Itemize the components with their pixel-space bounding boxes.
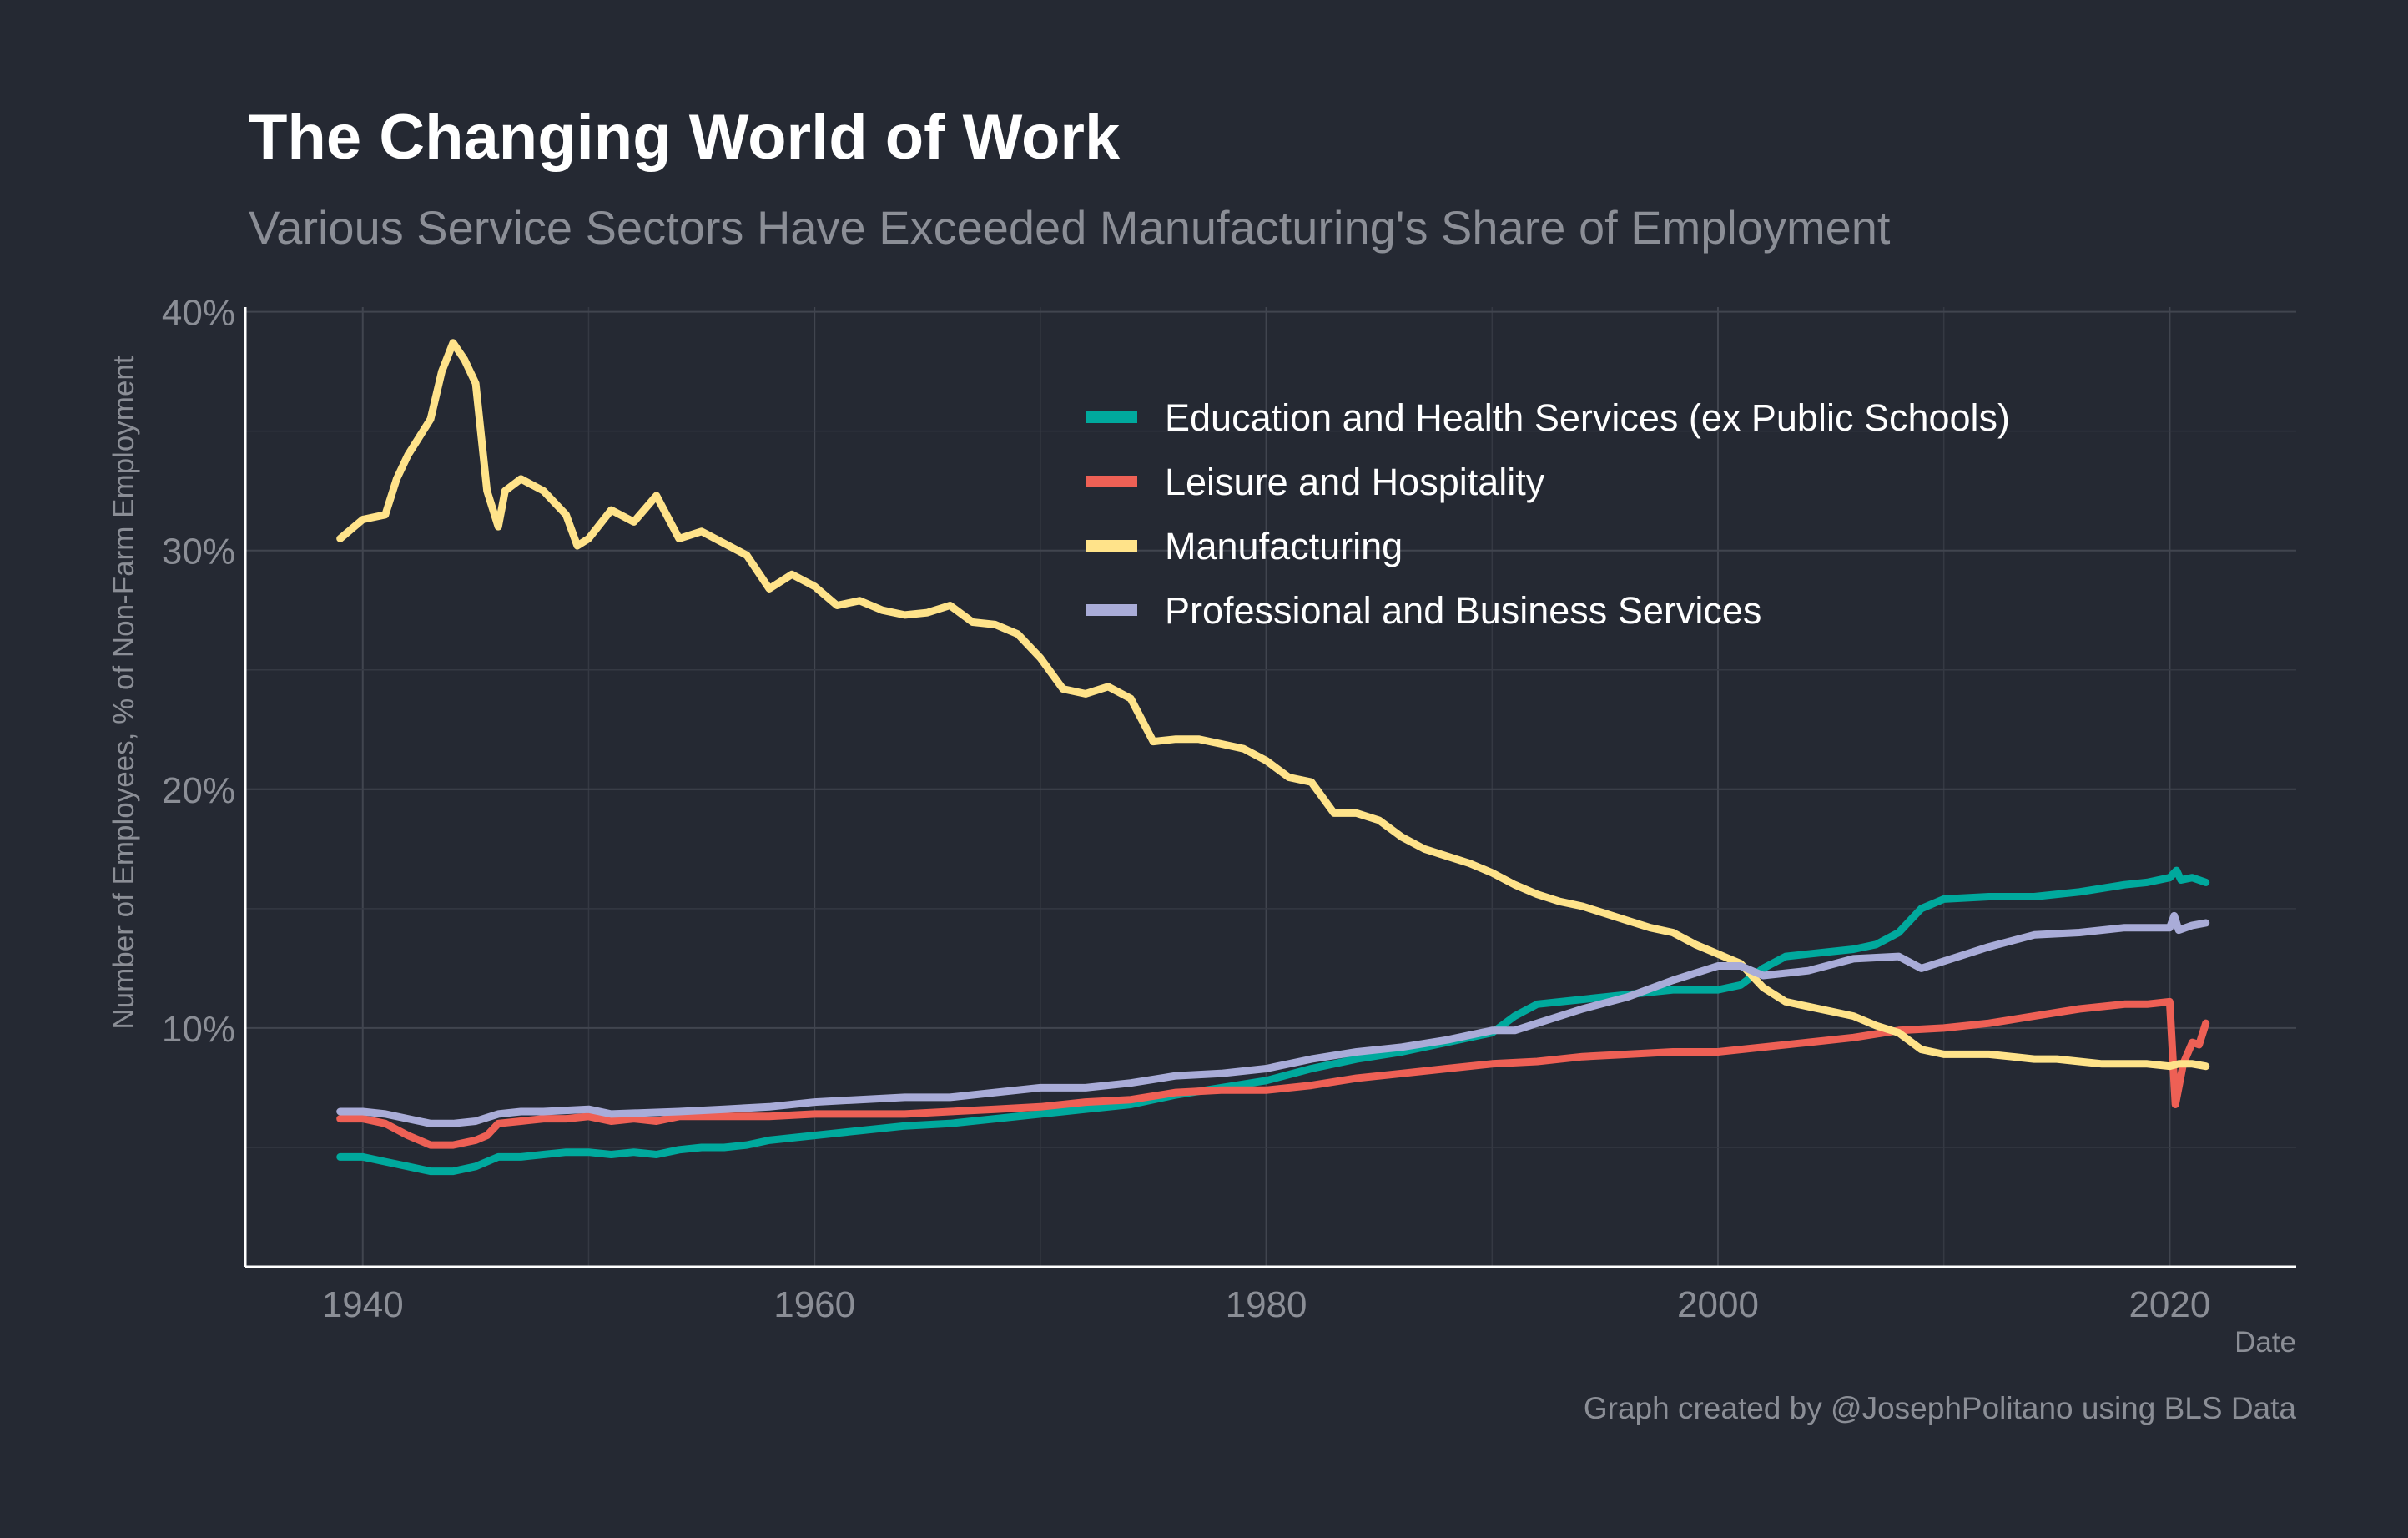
y-tick-label: 10%	[162, 1009, 235, 1050]
legend-key-1	[1086, 476, 1137, 487]
x-axis-title: Date	[2234, 1326, 2296, 1359]
series-line-2	[336, 339, 2210, 1071]
caption: Graph created by @JosephPolitano using B…	[1584, 1391, 2297, 1425]
y-axis-title: Number of Employees, % of Non-Farm Emplo…	[108, 356, 140, 1029]
x-tick-label: 2020	[2128, 1284, 2210, 1325]
y-tick-label: 30%	[162, 532, 235, 572]
series-line-1	[336, 997, 2210, 1149]
axes	[244, 307, 2296, 1268]
legend-label: Professional and Business Services	[1165, 589, 1761, 632]
series-lines	[336, 339, 2210, 1176]
legend-label: Education and Health Services (ex Public…	[1165, 396, 2010, 439]
tick-labels: 1940 1960 1980 2000 2020 10% 20% 30% 40%	[162, 293, 2210, 1325]
series-line-0	[336, 866, 2210, 1176]
x-tick-label: 1980	[1226, 1284, 1307, 1325]
x-tick-label: 2000	[1677, 1284, 1759, 1325]
y-tick-label: 40%	[162, 293, 235, 334]
series-line-3	[336, 911, 2210, 1127]
legend-key-2	[1086, 540, 1137, 552]
x-tick-label: 1940	[322, 1284, 404, 1325]
x-tick-label: 1960	[773, 1284, 855, 1325]
chart-title: The Changing World of Work	[249, 102, 1121, 173]
legend-key-3	[1086, 604, 1137, 616]
legend-label: Leisure and Hospitality	[1165, 461, 1545, 503]
y-tick-label: 20%	[162, 770, 235, 811]
legend-label: Manufacturing	[1165, 525, 1403, 567]
legend: Education and Health Services (ex Public…	[1086, 396, 2010, 632]
chart-subtitle: Various Service Sectors Have Exceeded Ma…	[249, 201, 1891, 254]
legend-key-0	[1086, 411, 1137, 423]
